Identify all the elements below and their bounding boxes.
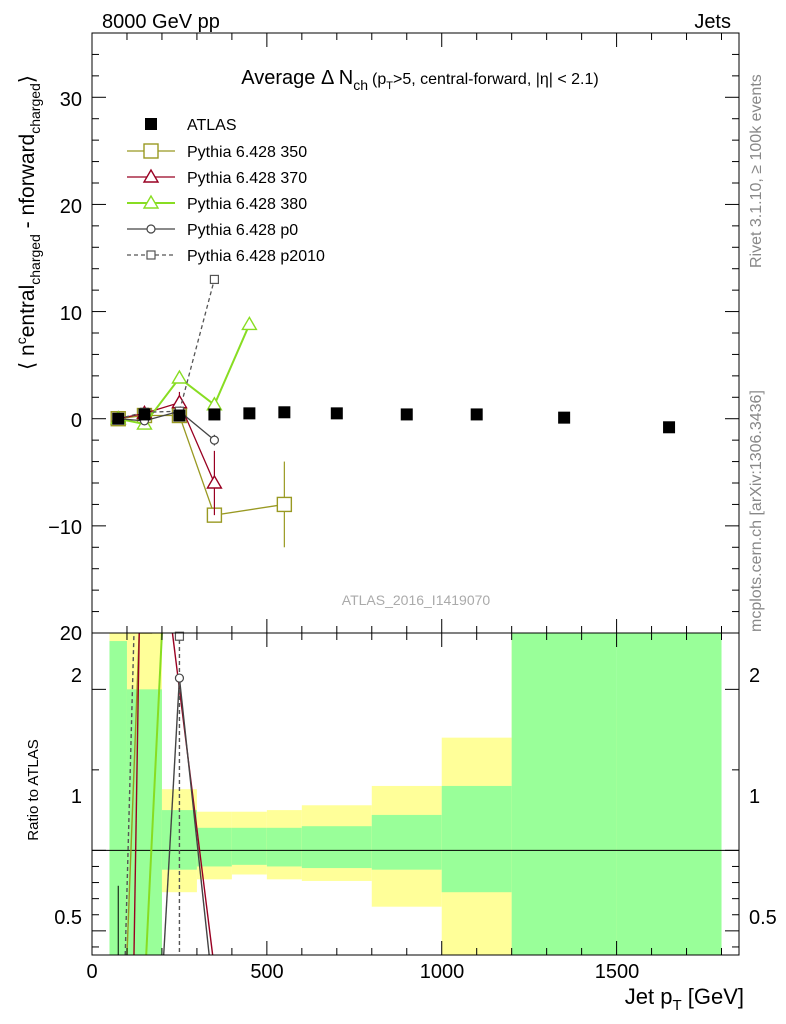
main-panel-ticks	[91, 32, 739, 634]
main-y-tick-label: 30	[60, 89, 82, 111]
main-y-tick-label: 20	[60, 623, 82, 645]
rivet-label: Rivet 3.1.10, ≥ 100k events	[748, 74, 765, 268]
ratio-line-p0	[178, 678, 210, 955]
main-y-tick-label: 0	[71, 410, 82, 432]
data-point-p380	[241, 316, 258, 331]
data-point-atlas	[663, 421, 676, 434]
main-plot-content	[110, 274, 676, 548]
ratio-marker-p0	[174, 673, 185, 683]
series-line-p370	[118, 401, 216, 484]
ratio-line-p380	[145, 633, 163, 955]
data-point-atlas	[138, 408, 151, 421]
data-point-atlas	[330, 407, 343, 420]
ratio-panel-ticks	[91, 633, 739, 955]
data-point-atlas	[243, 407, 256, 420]
legend-label-p0: Pythia 6.428 p0	[187, 222, 298, 239]
legend-markers	[127, 118, 175, 260]
ratio-panel-frame	[91, 632, 740, 956]
legend-label-atlas: ATLAS	[187, 117, 237, 134]
main-y-tick-label: 20	[60, 196, 82, 218]
series-line-p0	[118, 410, 215, 441]
x-axis-label: Jet pT [GeV]	[625, 984, 744, 1014]
header-right: Jets	[694, 11, 731, 33]
ratio-band-green	[196, 827, 232, 867]
x-tick-label: 1000	[420, 961, 465, 983]
header-left: 8000 GeV pp	[102, 11, 220, 33]
legend-label-p370: Pythia 6.428 370	[187, 170, 307, 187]
ratio-y-tick-label-right: 1	[749, 786, 760, 808]
main-y-axis-label: ⟨ ncentralcharged - nforwardcharged⟩	[13, 75, 43, 370]
ratio-line-p0	[162, 678, 181, 955]
ratio-y-tick-label-right: 0.5	[749, 907, 777, 929]
data-point-atlas	[173, 409, 186, 422]
data-point-atlas	[112, 412, 125, 425]
data-point-atlas	[558, 411, 571, 424]
legend-marker-p2010	[146, 250, 156, 260]
ratio-y-tick-label-left: 2	[71, 665, 82, 687]
ratio-band-green	[301, 826, 372, 869]
x-tick-label: 0	[86, 961, 97, 983]
data-point-atlas	[400, 408, 413, 421]
legend-marker-atlas	[145, 118, 157, 130]
legend-label-p380: Pythia 6.428 380	[187, 196, 307, 213]
main-y-tick-label: −10	[48, 517, 82, 539]
ratio-band-green	[231, 827, 267, 865]
ratio-line-p370	[133, 633, 140, 955]
ratio-line-p350	[126, 633, 140, 955]
ratio-band-green	[511, 633, 617, 955]
mcplots-label: mcplots.cern.ch [arXiv:1306.3436]	[748, 390, 765, 632]
data-point-atlas	[208, 408, 221, 421]
ratio-bands	[92, 633, 739, 955]
ratio-band-green	[371, 814, 442, 870]
main-series	[110, 274, 676, 548]
legend-marker-p350	[143, 143, 159, 159]
ratio-band-green	[266, 827, 302, 867]
x-tick-label: 500	[250, 961, 283, 983]
legend: ATLAS Pythia 6.428 350 Pythia 6.428 370 …	[127, 117, 325, 265]
main-panel: −10 0 10 20 30 20 Average Δ Nch (pT>5, ce…	[13, 32, 740, 645]
ratio-band-green	[616, 633, 722, 955]
ratio-y-tick-label-right: 2	[749, 665, 760, 687]
ratio-plot-content	[92, 631, 739, 955]
data-point-p350	[276, 496, 293, 513]
legend-marker-p370	[142, 168, 160, 183]
data-point-atlas	[470, 408, 483, 421]
ratio-marker-p2010	[174, 631, 185, 641]
ratio-line-p2010	[124, 633, 135, 955]
ratio-y-axis-label: Ratio to ATLAS	[25, 739, 42, 840]
data-point-p370	[206, 474, 223, 489]
legend-marker-p380	[142, 194, 160, 209]
ratio-panel: 0.5 1 2 0.5 1 2 Ratio to ATLAS 0 500 100…	[25, 631, 777, 1014]
ratio-band-green	[109, 641, 127, 955]
series-line-p2010	[118, 279, 216, 420]
ratio-band-green	[441, 785, 512, 893]
legend-marker-p0	[146, 224, 156, 234]
data-point-p0	[209, 435, 220, 445]
analysis-watermark: ATLAS_2016_I1419070	[342, 592, 491, 608]
legend-label-p350: Pythia 6.428 350	[187, 144, 307, 161]
data-point-atlas	[278, 406, 291, 419]
plot-title: Average Δ Nch (pT>5, central-forward, |η|…	[241, 67, 598, 93]
legend-label-p2010: Pythia 6.428 p2010	[187, 248, 325, 265]
ratio-y-tick-label-left: 0.5	[54, 907, 82, 929]
ratio-y-tick-label-left: 1	[71, 786, 82, 808]
data-point-p2010	[209, 274, 220, 285]
main-y-tick-label: 10	[60, 303, 82, 325]
series-atlas	[112, 406, 676, 434]
data-point-p380	[171, 369, 188, 384]
x-tick-label: 1500	[595, 961, 640, 983]
